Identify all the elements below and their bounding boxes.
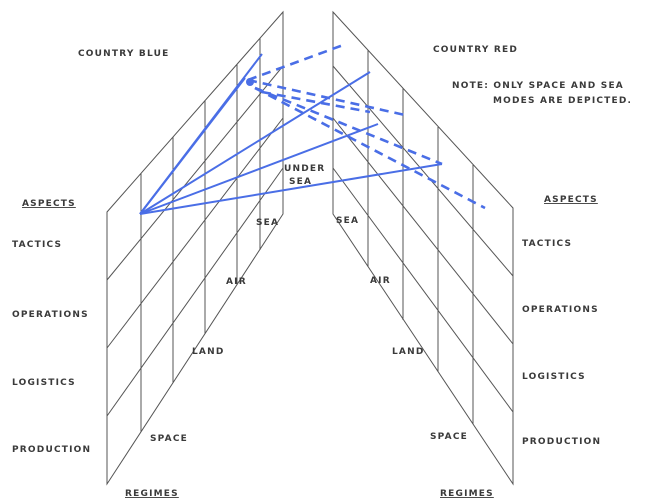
note-line-2: MODES ARE DEPICTED. bbox=[493, 96, 632, 106]
aspects-left-header: ASPECTS bbox=[22, 199, 76, 209]
connection-dashed bbox=[247, 78, 406, 117]
connection-solid bbox=[139, 123, 379, 215]
right-aspect-label: PRODUCTION bbox=[522, 437, 601, 447]
connection-solid bbox=[139, 77, 246, 215]
left-aspect-label: TACTICS bbox=[12, 240, 62, 250]
left-aspect-label: LOGISTICS bbox=[12, 378, 76, 388]
country-red-wall bbox=[332, 10, 514, 486]
regimes-left-header: REGIMES bbox=[125, 489, 179, 499]
connection-dashed bbox=[261, 90, 371, 114]
connection-dashed bbox=[247, 42, 347, 82]
regimes-right-header: REGIMES bbox=[440, 489, 494, 499]
note-line-1: NOTE: ONLY SPACE AND SEA bbox=[452, 81, 624, 91]
country-red-label: COUNTRY RED bbox=[433, 45, 518, 55]
left-aspect-label: OPERATIONS bbox=[12, 310, 89, 320]
aspects-right-header: ASPECTS bbox=[544, 195, 598, 205]
country-blue-label: COUNTRY BLUE bbox=[78, 49, 169, 59]
left-regime-label: SEA bbox=[256, 218, 279, 228]
right-regime-label: SEA bbox=[336, 216, 359, 226]
left-aspect-label: PRODUCTION bbox=[12, 445, 91, 455]
right-regime-label: AIR bbox=[370, 276, 391, 286]
left-regime-label: SPACE bbox=[150, 434, 188, 444]
right-aspect-label: LOGISTICS bbox=[522, 372, 586, 382]
left-regime-under-sea-line2: SEA bbox=[289, 177, 312, 187]
connection-origin-dot bbox=[246, 78, 254, 86]
connection-solid bbox=[139, 163, 443, 215]
left-regime-under-sea-line1: UNDER bbox=[284, 164, 325, 174]
connection-dashed bbox=[254, 86, 486, 210]
left-regime-label: LAND bbox=[192, 347, 225, 357]
connection-solid bbox=[139, 71, 371, 215]
left-regime-label: AIR bbox=[226, 277, 247, 287]
right-regime-label: SPACE bbox=[430, 432, 468, 442]
right-regime-label: LAND bbox=[392, 347, 425, 357]
connection-dashed bbox=[254, 86, 443, 166]
connection-lines bbox=[139, 42, 486, 215]
right-aspect-label: OPERATIONS bbox=[522, 305, 599, 315]
country-blue-wall bbox=[106, 10, 284, 486]
right-aspect-label: TACTICS bbox=[522, 239, 572, 249]
